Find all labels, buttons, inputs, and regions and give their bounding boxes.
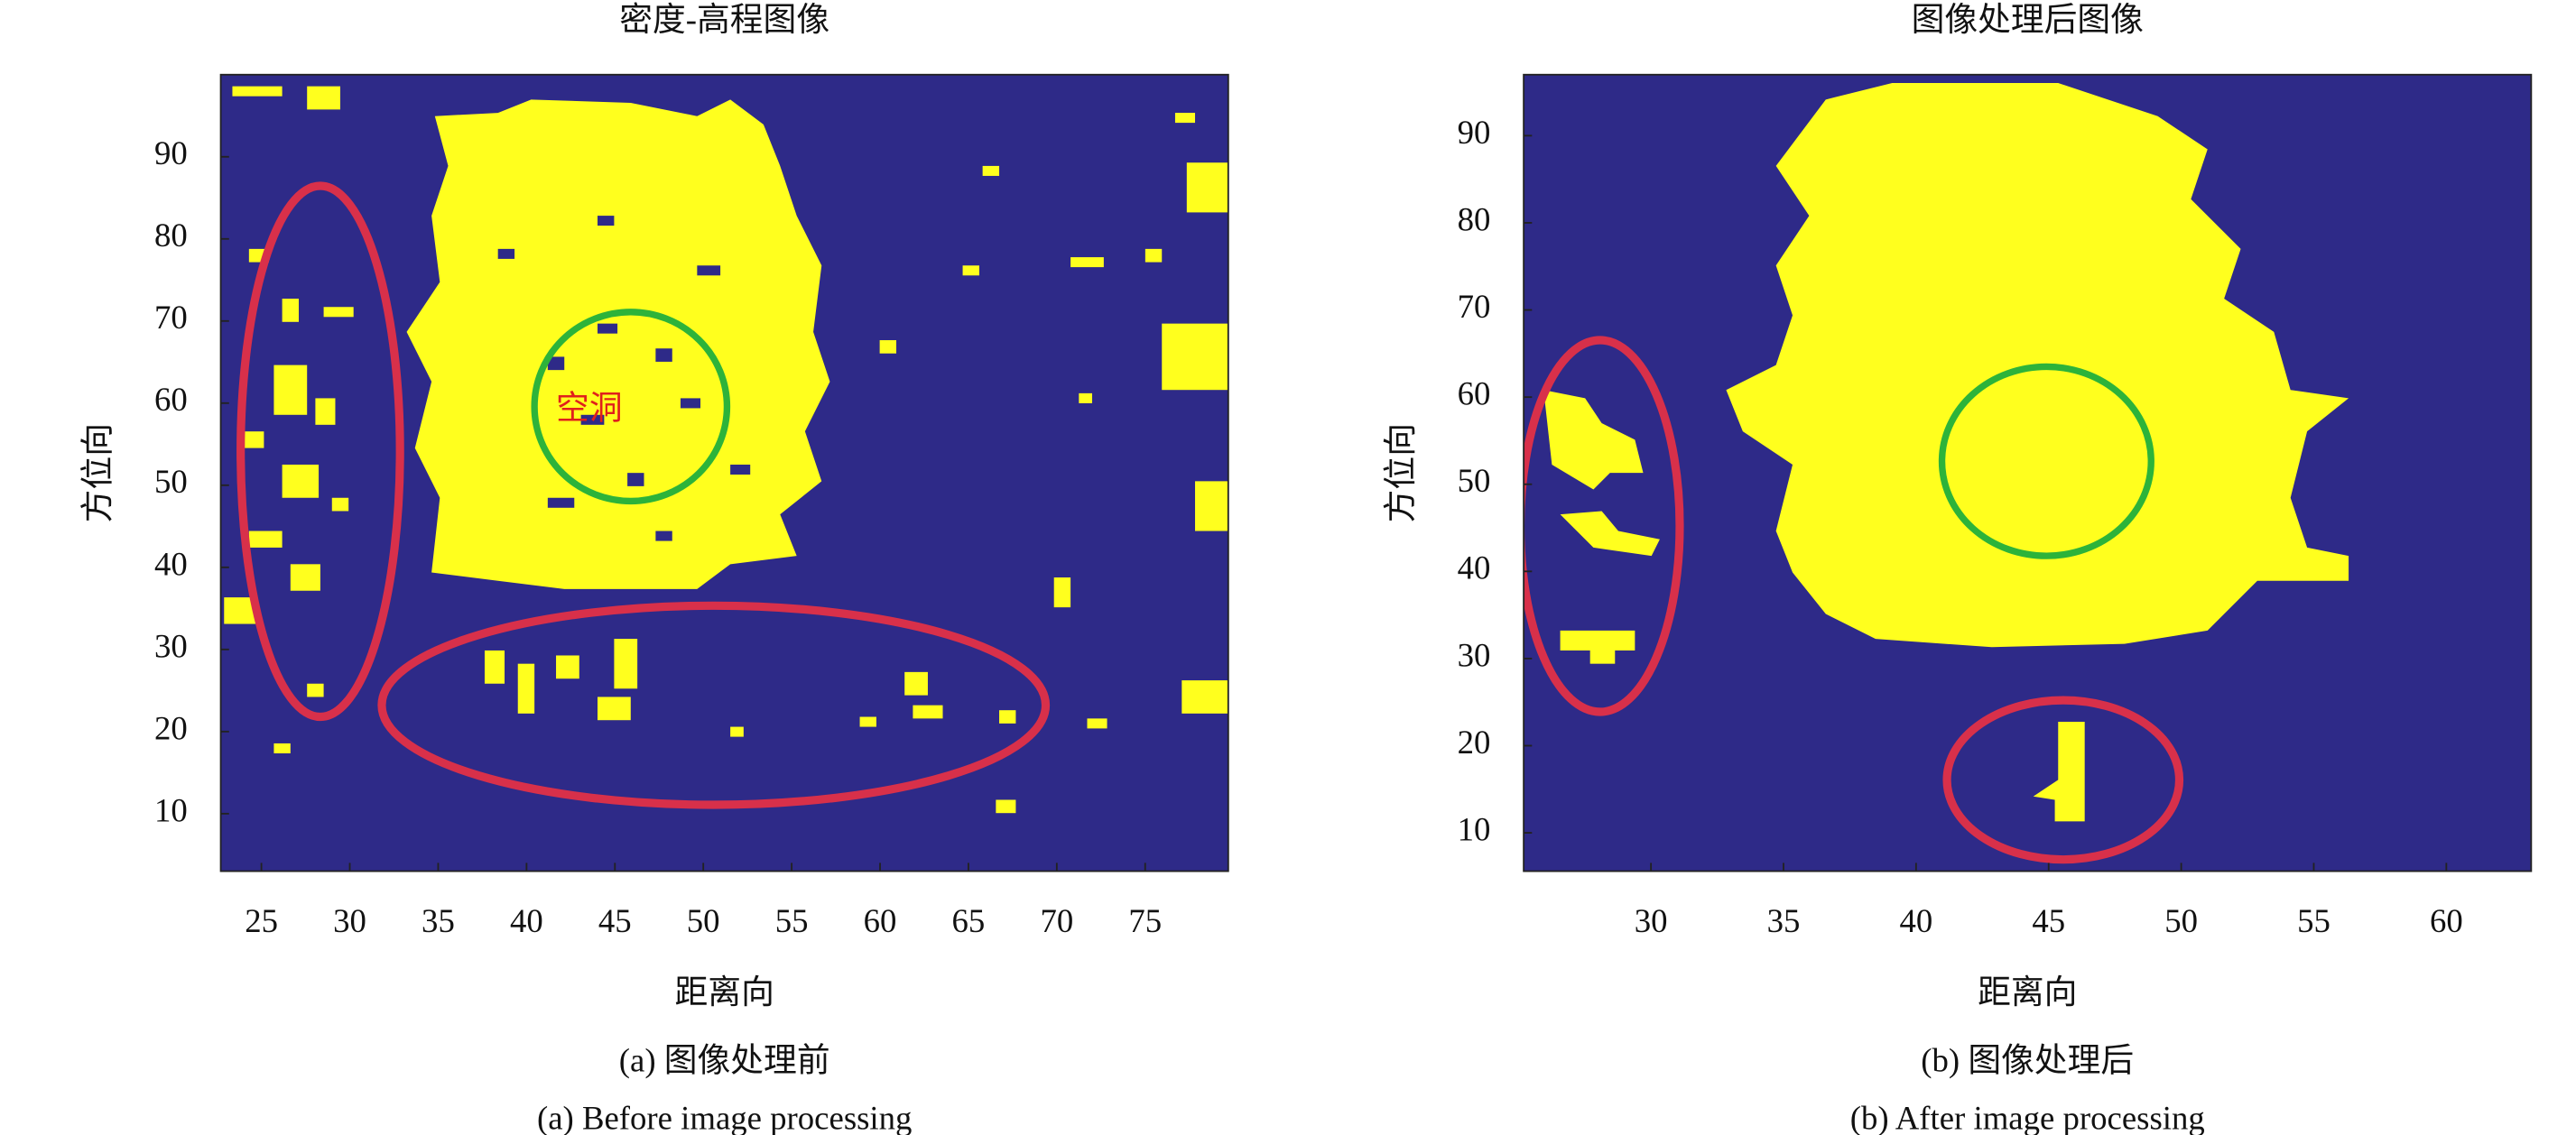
y-tick-label: 20 bbox=[1458, 724, 1491, 761]
y-tick-label: 10 bbox=[154, 791, 188, 828]
caption-en: (a) Before image processing bbox=[537, 1100, 912, 1135]
x-axis-label: 距离向 bbox=[1978, 974, 2077, 1010]
image-left bbox=[220, 74, 1228, 872]
x-tick-label: 40 bbox=[510, 902, 543, 939]
x-tick-label: 55 bbox=[775, 902, 809, 939]
x-tick-label: 55 bbox=[2297, 902, 2330, 939]
x-tick-label: 50 bbox=[2164, 902, 2198, 939]
x-tick-label: 65 bbox=[952, 902, 986, 939]
chart-title: 图像处理后图像 bbox=[1912, 1, 2144, 38]
y-tick-label: 40 bbox=[154, 545, 188, 582]
caption-en: (b) After image processing bbox=[1850, 1100, 2205, 1135]
x-tick-label: 35 bbox=[1767, 902, 1801, 939]
chart-title: 密度-高程图像 bbox=[619, 1, 829, 38]
caption-zh: (a) 图像处理前 bbox=[619, 1041, 830, 1078]
x-tick-label: 25 bbox=[245, 902, 278, 939]
x-tick-label: 40 bbox=[1899, 902, 1932, 939]
image-right bbox=[1524, 74, 2532, 872]
x-tick-label: 35 bbox=[422, 902, 455, 939]
x-tick-label: 60 bbox=[864, 902, 897, 939]
x-tick-label: 75 bbox=[1128, 902, 1162, 939]
axes-frame bbox=[219, 73, 1229, 872]
y-tick-label: 60 bbox=[1458, 375, 1491, 412]
x-tick-label: 60 bbox=[2430, 902, 2463, 939]
x-tick-label: 50 bbox=[687, 902, 720, 939]
y-axis-label: 方位向 bbox=[79, 423, 116, 522]
caption-zh: (b) 图像处理后 bbox=[1921, 1041, 2134, 1078]
y-tick-label: 70 bbox=[1458, 288, 1491, 325]
axes-frame bbox=[1523, 73, 2533, 872]
y-tick-label: 50 bbox=[1458, 462, 1491, 499]
y-tick-label: 60 bbox=[154, 381, 188, 418]
y-tick-label: 30 bbox=[1458, 636, 1491, 673]
y-tick-label: 80 bbox=[1458, 200, 1491, 237]
y-tick-label: 70 bbox=[154, 299, 188, 336]
y-tick-label: 10 bbox=[1458, 811, 1491, 848]
annotation: 空洞 bbox=[556, 390, 623, 427]
x-tick-label: 30 bbox=[1635, 902, 1668, 939]
y-axis-label: 方位向 bbox=[1382, 423, 1419, 522]
x-axis-label: 距离向 bbox=[675, 974, 774, 1010]
y-tick-label: 90 bbox=[154, 134, 188, 171]
y-tick-label: 40 bbox=[1458, 549, 1491, 586]
x-tick-label: 45 bbox=[598, 902, 632, 939]
y-tick-label: 90 bbox=[1458, 114, 1491, 151]
y-tick-label: 20 bbox=[154, 709, 188, 746]
x-tick-label: 70 bbox=[1040, 902, 1073, 939]
x-tick-label: 45 bbox=[2032, 902, 2065, 939]
y-tick-label: 30 bbox=[154, 627, 188, 664]
y-tick-label: 80 bbox=[154, 217, 188, 254]
x-tick-label: 30 bbox=[333, 902, 366, 939]
y-tick-label: 50 bbox=[154, 463, 188, 500]
